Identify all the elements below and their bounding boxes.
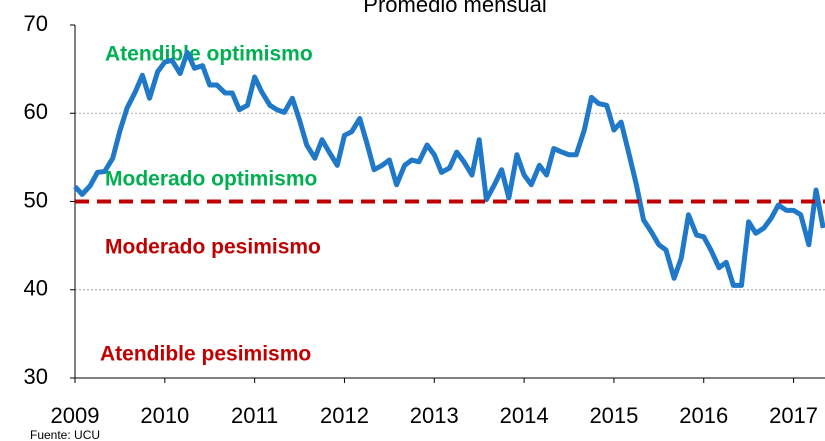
y-tick-label: 50	[24, 187, 48, 212]
y-tick-label: 40	[24, 276, 48, 301]
annotation: Atendible optimismo	[105, 43, 313, 66]
chart-title: Promedio mensual	[363, 0, 546, 17]
x-tick-label: 2015	[589, 403, 638, 428]
y-tick-label: 70	[24, 11, 48, 36]
y-tick-label: 30	[24, 364, 48, 389]
x-tick-label: 2010	[140, 403, 189, 428]
annotation: Atendible pesimismo	[100, 343, 311, 366]
x-tick-label: 2009	[51, 403, 100, 428]
x-tick-label: 2013	[410, 403, 459, 428]
annotation: Moderado optimismo	[105, 168, 317, 191]
x-tick-label: 2017	[769, 403, 818, 428]
x-tick-label: 2014	[500, 403, 549, 428]
y-tick-label: 60	[24, 99, 48, 124]
x-tick-label: 2016	[679, 403, 728, 428]
x-tick-label: 2012	[320, 403, 369, 428]
data-line	[73, 49, 825, 288]
source: Fuente: UCU	[30, 428, 100, 441]
annotation: Moderado pesimismo	[105, 236, 321, 259]
x-tick-label: 2011	[231, 403, 278, 428]
